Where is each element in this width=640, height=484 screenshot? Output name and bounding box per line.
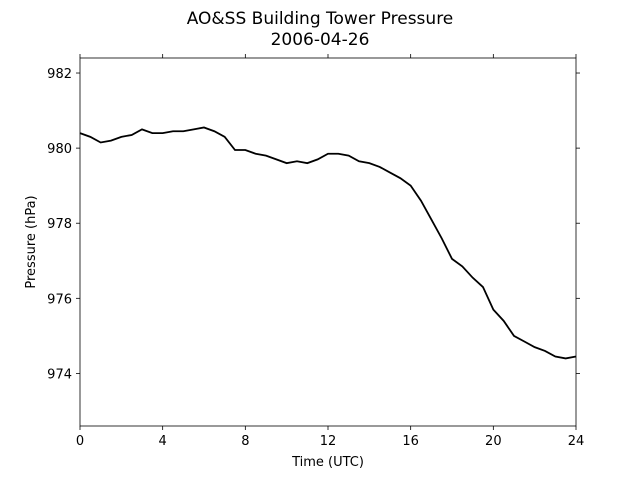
y-tick-label: 974 (47, 367, 72, 382)
x-tick-label: 24 (568, 434, 585, 449)
y-axis-label: Pressure (hPa) (24, 195, 39, 288)
x-tick-label: 4 (159, 434, 167, 449)
y-tick-label: 980 (47, 142, 72, 157)
x-tick-label: 16 (402, 434, 419, 449)
x-tick-label: 20 (485, 434, 502, 449)
chart-title: AO&SS Building Tower Pressure (187, 9, 454, 29)
x-tick-label: 12 (320, 434, 337, 449)
y-tick-label: 976 (47, 292, 72, 307)
line (79, 126, 577, 360)
x-tick-label: 8 (241, 434, 249, 449)
y-tick-label: 978 (47, 217, 72, 232)
y-tick-label: 982 (47, 67, 72, 82)
x-tick-label: 0 (76, 434, 84, 449)
chart-subtitle: 2006-04-26 (271, 30, 370, 50)
plot-frame (79, 57, 577, 427)
x-axis-label: Time (UTC) (291, 455, 364, 470)
